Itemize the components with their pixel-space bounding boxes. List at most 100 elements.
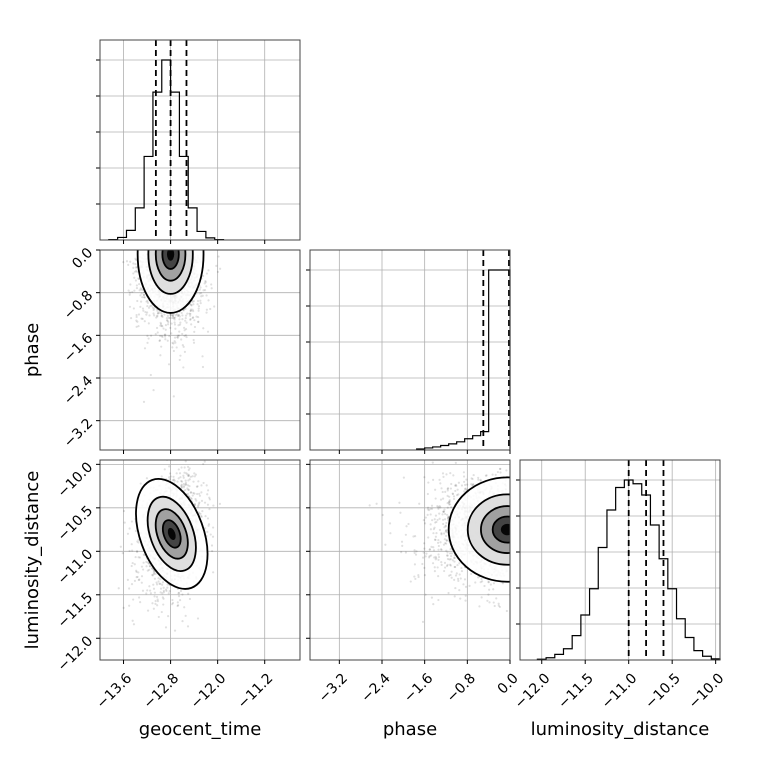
sample-point <box>126 532 130 535</box>
sample-point <box>413 563 417 566</box>
sample-point <box>501 582 504 585</box>
sample-point <box>437 598 440 602</box>
sample-point <box>480 577 483 581</box>
sample-point <box>179 321 182 324</box>
sample-point <box>212 504 215 507</box>
sample-point <box>426 492 429 496</box>
sample-point <box>182 366 185 369</box>
sample-point <box>443 569 446 573</box>
sample-point <box>449 558 452 561</box>
contour-line <box>154 250 187 282</box>
sample-point <box>134 279 138 282</box>
sample-point <box>199 512 202 515</box>
sample-point <box>178 323 182 326</box>
sample-point <box>409 580 412 583</box>
y-tick-label: −11.5 <box>55 590 97 632</box>
sample-point <box>174 314 177 317</box>
sample-point <box>433 566 436 569</box>
sample-point <box>177 314 180 317</box>
sample-point <box>134 529 137 533</box>
sample-point <box>130 583 134 586</box>
sample-point <box>488 588 491 591</box>
sample-point <box>462 471 466 474</box>
sample-point <box>135 576 138 579</box>
sample-point <box>457 579 460 583</box>
sample-point <box>414 577 417 581</box>
sample-point <box>178 315 181 318</box>
sample-point <box>193 472 196 475</box>
sample-point <box>148 565 152 568</box>
sample-point <box>426 513 429 516</box>
sample-point <box>456 563 459 567</box>
sample-point <box>172 314 175 318</box>
sample-point <box>137 578 140 582</box>
histogram-panel-phase <box>306 249 511 451</box>
sample-point <box>168 335 171 338</box>
sample-point <box>449 573 452 577</box>
sample-point <box>197 309 200 312</box>
sample-point <box>189 314 192 317</box>
sample-point <box>192 480 195 483</box>
sample-point <box>184 316 187 320</box>
sample-point <box>132 598 135 601</box>
sample-point <box>381 513 384 517</box>
sample-point <box>426 506 430 509</box>
sample-point <box>445 473 448 476</box>
sample-point <box>445 554 449 557</box>
sample-point <box>130 520 134 523</box>
sample-point <box>177 604 180 607</box>
sample-point <box>187 488 190 491</box>
sample-point <box>442 475 445 478</box>
sample-point <box>177 468 180 471</box>
sample-point <box>160 345 163 348</box>
sample-point <box>192 310 195 313</box>
sample-point <box>187 474 190 478</box>
sample-point <box>145 477 149 480</box>
sample-point <box>138 289 141 292</box>
sample-point <box>146 561 149 564</box>
sample-point <box>156 314 159 317</box>
sample-point <box>471 484 474 487</box>
sample-point <box>201 355 204 358</box>
sample-point <box>184 327 188 331</box>
sample-point <box>454 484 457 487</box>
sample-point <box>163 333 166 336</box>
sample-point <box>399 511 402 514</box>
sample-point <box>208 496 211 499</box>
sample-point <box>180 338 183 341</box>
sample-point <box>147 322 150 325</box>
sample-point <box>121 552 124 555</box>
sample-point <box>157 615 160 619</box>
sample-point <box>424 516 427 519</box>
sample-point <box>180 479 183 483</box>
x-tick-label: −11.5 <box>555 670 597 712</box>
sample-point <box>205 308 208 311</box>
sample-point <box>152 569 156 573</box>
sample-point <box>201 294 204 297</box>
sample-point <box>146 334 149 337</box>
sample-point <box>446 563 449 566</box>
sample-point <box>414 535 417 538</box>
sample-point <box>180 466 183 469</box>
sample-point <box>138 556 141 559</box>
sample-point <box>170 332 173 335</box>
sample-point <box>173 318 176 321</box>
sample-point <box>189 308 193 311</box>
sample-point <box>200 484 203 487</box>
sample-point <box>431 461 434 464</box>
panel-frame <box>99 249 301 451</box>
sample-point <box>149 592 153 595</box>
sample-point <box>134 257 137 260</box>
sample-point <box>430 545 433 549</box>
sample-point <box>437 558 440 561</box>
sample-point <box>495 597 498 600</box>
sample-point <box>192 491 195 495</box>
sample-point <box>197 305 201 308</box>
sample-point <box>149 589 152 592</box>
sample-point <box>197 307 200 310</box>
sample-point <box>210 283 213 286</box>
y-tick-label: 0.0 <box>69 245 96 272</box>
sample-point <box>180 486 183 489</box>
panel-frame <box>519 459 721 661</box>
sample-point <box>437 575 440 578</box>
